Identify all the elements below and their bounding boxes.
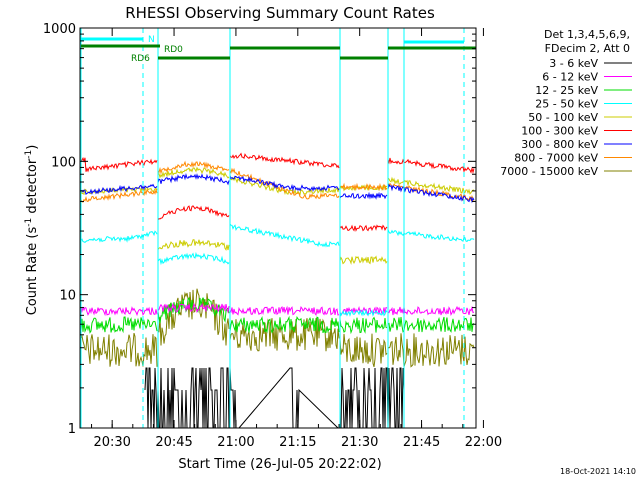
series-7000-15000-kev-line-segment-5	[387, 333, 475, 368]
x-tick-label: 22:00	[465, 435, 502, 450]
legend-entry-label: 50 - 100 keV	[528, 111, 598, 124]
series-25-50-kev-line-segment-3	[229, 223, 340, 248]
footer-date: 18-Oct-2021 14:10	[560, 467, 636, 476]
x-tick-label: 21:45	[403, 435, 440, 450]
series-100-300-kev-line-segment-3	[229, 152, 340, 169]
series-25-50-kev-line-segment-5	[387, 229, 475, 242]
rd0-flag-label: RD0	[164, 45, 183, 55]
legend-entry-label: 300 - 800 keV	[521, 138, 598, 151]
series-12-25-kev-line-segment-4	[339, 316, 388, 335]
legend-entry-label: 25 - 50 keV	[535, 98, 598, 111]
series-300-800-kev-line-segment-3	[229, 175, 340, 193]
series-7000-15000-kev-line-segment-4	[339, 333, 388, 368]
series-6-12-kev-line-segment-3	[229, 305, 340, 317]
series-50-100-kev-line-segment-2	[157, 166, 230, 179]
series-25-50-kev-line-segment-4	[339, 308, 388, 317]
series-25-50-kev-line-segment-1	[80, 230, 158, 244]
x-tick-label: 20:30	[93, 435, 130, 450]
series-12-25-kev-line-segment-3	[229, 315, 340, 334]
legend-header-line: FDecim 2, Att 0	[545, 42, 630, 55]
n-flag-label: N	[148, 35, 155, 45]
series-800-7000-kev-line-segment-2	[157, 160, 230, 175]
y-tick-label: 1	[68, 422, 76, 437]
series-6-12-kev-line-segment-1	[80, 306, 158, 317]
series-300-800-kev-line-segment-1	[80, 183, 158, 195]
y-tick-label: 10	[59, 289, 76, 304]
series-300-800-kev-line-segment-5	[387, 183, 475, 204]
plot-frame	[79, 27, 477, 429]
series-300-800-kev-line-segment-4	[339, 191, 388, 200]
series-25-50-kev-line-segment-2	[157, 251, 230, 266]
legend-entry-label: 6 - 12 keV	[542, 71, 598, 84]
series-12-25-kev-line-segment-5	[387, 316, 475, 333]
series-800-7000-kev-line-segment-4	[340, 182, 388, 192]
legend-entry-label: 3 - 6 keV	[549, 57, 598, 70]
series-800-7000-kev-line-segment-1	[80, 188, 158, 203]
chart-title: RHESSI Observing Summary Count Rates	[125, 4, 435, 22]
series-100-300-kev-line-segment-2	[157, 205, 230, 221]
x-tick-label: 21:00	[217, 435, 254, 450]
series-100-300-kev-line-segment-4	[339, 224, 388, 232]
series-50-100-kev-line-segment-5	[387, 176, 474, 195]
series-6-12-kev-line-segment-5	[387, 305, 475, 317]
rd6-flag-label: RD6	[131, 54, 150, 64]
y-axis-label: Count Rate (s-1 detector-1)	[24, 145, 40, 316]
x-tick-label: 21:15	[279, 435, 316, 450]
series-50-100-kev-low-line-segment-2	[157, 239, 230, 251]
legend-entry-label: 12 - 25 keV	[535, 84, 598, 97]
series-7000-15000-kev-line-segment-3	[229, 318, 340, 352]
y-tick-label: 100	[51, 155, 76, 170]
legend-entry-label: 100 - 300 keV	[521, 125, 598, 138]
x-tick-label: 21:30	[341, 435, 378, 450]
series-800-7000-kev-line-segment-3	[229, 167, 340, 200]
series-100-300-kev-line-segment-5	[387, 157, 475, 175]
legend-entry-label: 800 - 7000 keV	[514, 152, 598, 165]
series-6-12-kev-line-segment-2	[157, 302, 230, 314]
x-tick-label: 20:45	[155, 435, 192, 450]
series-12-25-kev-line-segment-1	[80, 316, 158, 334]
series-50-100-kev-low-line-segment-4	[339, 255, 388, 266]
series-100-300-kev-line-segment-1	[80, 156, 158, 173]
series-300-800-kev-line-segment-2	[157, 173, 230, 186]
legend-entry-label: 7000 - 15000 keV	[500, 165, 598, 178]
x-axis-label: Start Time (26-Jul-05 20:22:02)	[178, 457, 381, 472]
legend-header-line: Det 1,3,4,5,6,9,	[544, 28, 630, 41]
series-7000-15000-kev-line-segment-1	[80, 332, 158, 367]
y-tick-label: 1000	[43, 22, 76, 37]
